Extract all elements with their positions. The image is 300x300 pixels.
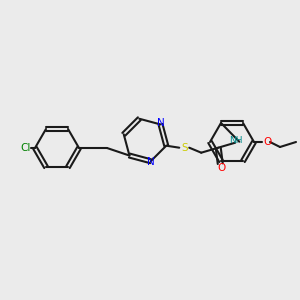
Text: O: O [263, 137, 271, 147]
Text: S: S [181, 143, 188, 153]
Text: Cl: Cl [21, 143, 31, 153]
Text: N: N [147, 157, 154, 167]
Text: N: N [157, 118, 164, 128]
Text: NH: NH [230, 136, 243, 145]
Text: O: O [217, 163, 225, 173]
